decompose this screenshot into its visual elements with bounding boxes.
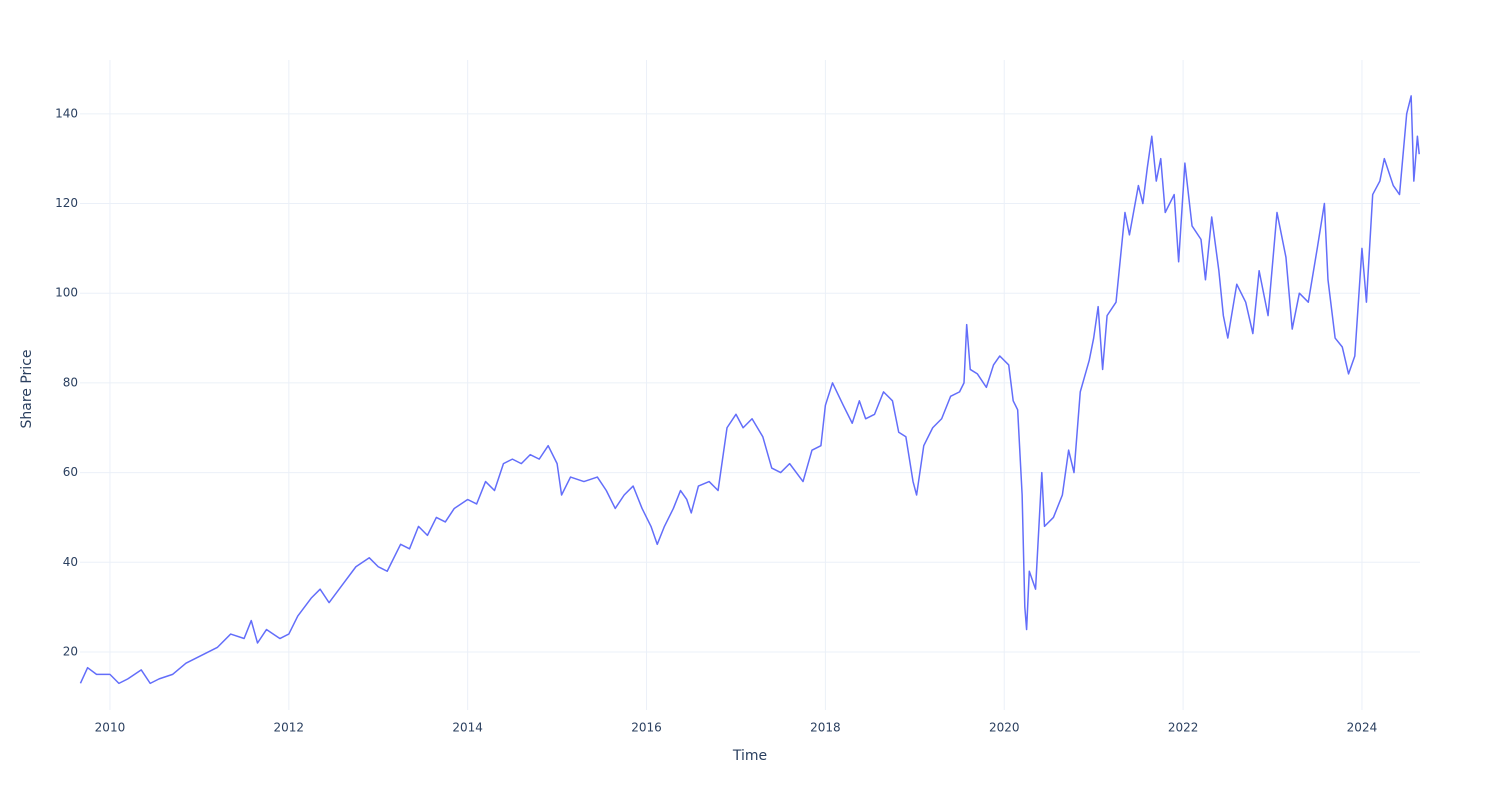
y-tick-label: 140	[55, 106, 78, 120]
x-tick-label: 2024	[1347, 721, 1378, 735]
y-tick-label: 20	[63, 644, 78, 658]
x-axis-title: Time	[732, 748, 767, 764]
x-tick-label: 2012	[274, 721, 305, 735]
y-tick-label: 100	[55, 286, 78, 300]
x-tick-label: 2014	[452, 721, 483, 735]
x-tick-label: 2016	[631, 721, 662, 735]
x-tick-label: 2018	[810, 721, 841, 735]
y-tick-label: 40	[63, 555, 78, 569]
x-tick-label: 2010	[95, 721, 126, 735]
y-tick-label: 120	[55, 196, 78, 210]
y-tick-label: 60	[63, 465, 78, 479]
x-tick-label: 2020	[989, 721, 1020, 735]
y-axis-title: Share Price	[19, 349, 35, 428]
y-tick-label: 80	[63, 375, 78, 389]
price-line	[79, 95, 1420, 685]
x-tick-label: 2022	[1168, 721, 1199, 735]
